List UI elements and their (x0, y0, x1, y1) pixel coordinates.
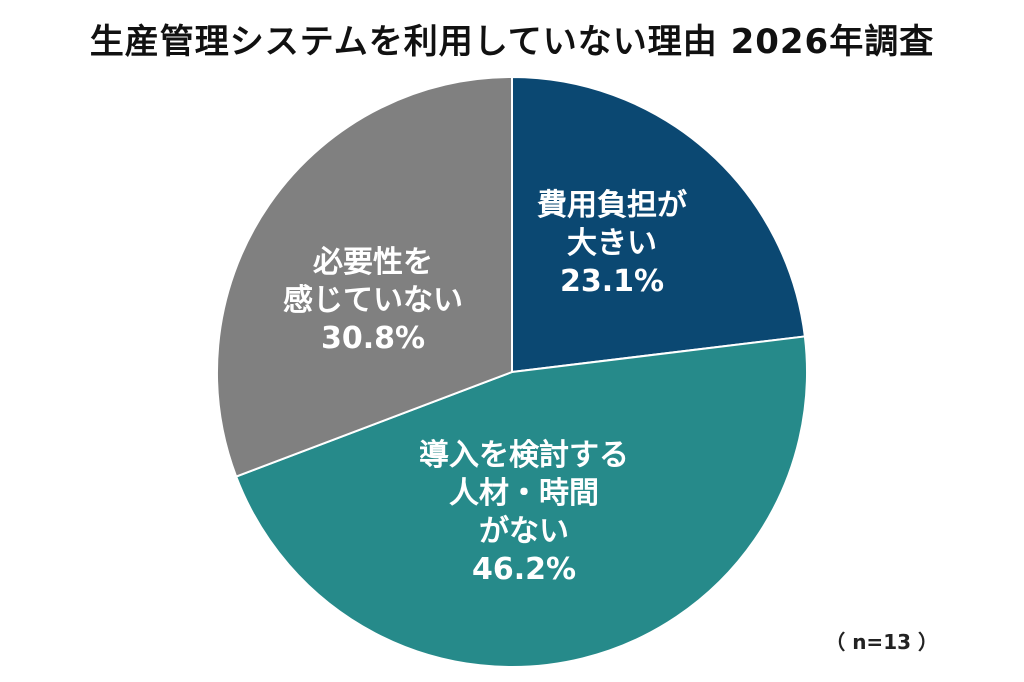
slice-1-percent-label: 23.1% (560, 264, 664, 299)
chart-title: 生産管理システムを利用していない理由 2026年調査 (89, 22, 935, 62)
slice-1-label-line: 費用負担が (537, 188, 687, 223)
slice-3-percent-label: 30.8% (321, 321, 425, 356)
slice-2-label-line: がない (479, 514, 569, 549)
sample-size-note: （ n=13 ） (825, 630, 938, 654)
slice-2-label-line: 人材・時間 (449, 476, 599, 511)
slice-2-percent-label: 46.2% (472, 552, 576, 587)
slice-1-label-line: 大きい (567, 226, 657, 261)
pie-slice-2 (234, 335, 808, 669)
slice-3-label-line: 感じていない (283, 283, 463, 318)
pie-slice-3 (216, 75, 513, 478)
slice-2-label-line: 導入を検討する (419, 438, 629, 473)
pie-slices (216, 75, 808, 669)
pie-slice-1 (511, 75, 806, 374)
slice-3-label-line: 必要性を (313, 245, 433, 280)
